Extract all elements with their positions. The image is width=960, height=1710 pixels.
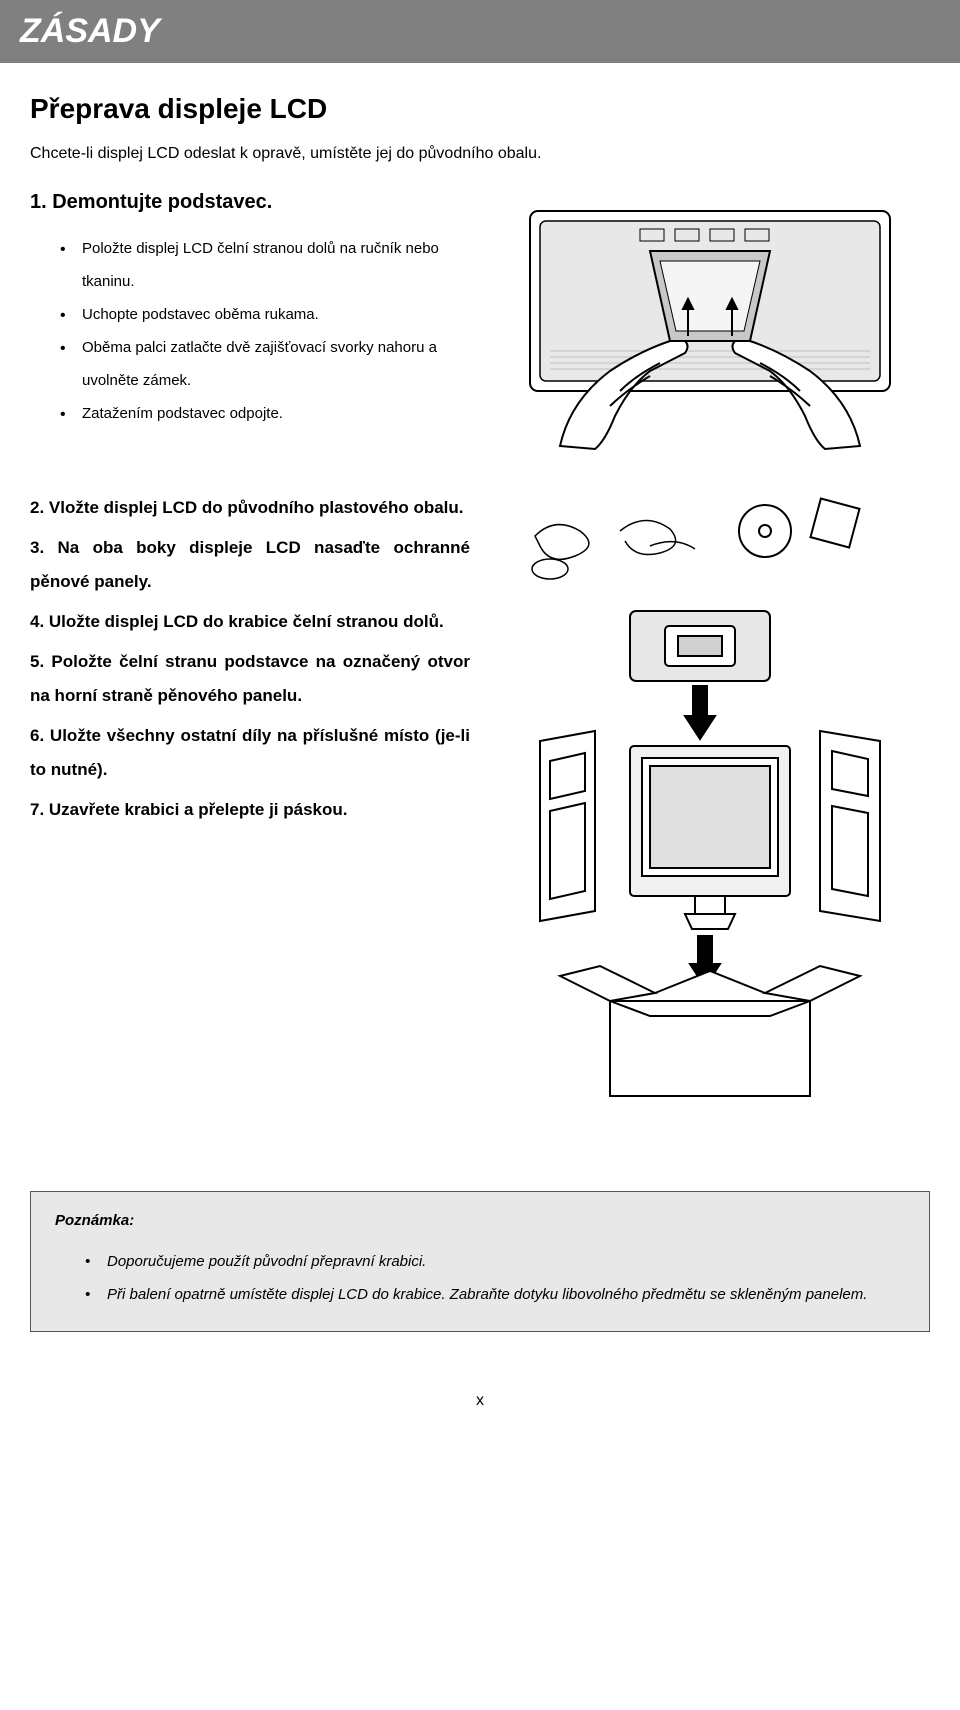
step-item: 2. Vložte displej LCD do původního plast… — [30, 491, 470, 525]
note-item: Při balení opatrně umístěte displej LCD … — [85, 1278, 905, 1311]
bullet-item: Zatažením podstavec odpojte. — [60, 397, 470, 430]
packing-diagram-icon — [500, 491, 920, 1111]
page-number: x — [0, 1362, 960, 1430]
steps-rest-section: 2. Vložte displej LCD do původního plast… — [30, 491, 930, 1111]
step-item: 4. Uložte displej LCD do krabice čelní s… — [30, 605, 470, 639]
intro-text: Chcete-li displej LCD odeslat k opravě, … — [30, 145, 930, 163]
header-title: ZÁSADY — [20, 12, 160, 50]
note-item: Doporučujeme použít původní přepravní kr… — [85, 1245, 905, 1278]
bullet-item: Položte displej LCD čelní stranou dolů n… — [60, 232, 470, 298]
subtitle: Přeprava displeje LCD — [30, 93, 930, 125]
bullet-item: Oběma palci zatlačte dvě zajišťovací svo… — [60, 331, 470, 397]
step-item: 5. Položte čelní stranu podstavce na ozn… — [30, 645, 470, 713]
step1-text: 1. Demontujte podstavec. Položte displej… — [30, 191, 470, 451]
content: Přeprava displeje LCD Chcete-li displej … — [0, 63, 960, 1161]
monitor-back-icon — [500, 191, 920, 451]
step-item: 7. Uzavřete krabici a přelepte ji páskou… — [30, 793, 470, 827]
step1-bullets: Položte displej LCD čelní stranou dolů n… — [30, 232, 470, 430]
step1-illustration — [490, 191, 930, 451]
step-item: 3. Na oba boky displeje LCD nasaďte ochr… — [30, 531, 470, 599]
header-band: ZÁSADY — [0, 0, 960, 63]
packing-illustration — [490, 491, 930, 1111]
steps-rest-text: 2. Vložte displej LCD do původního plast… — [30, 491, 470, 1111]
bullet-item: Uchopte podstavec oběma rukama. — [60, 298, 470, 331]
note-box: Poznámka: Doporučujeme použít původní př… — [30, 1191, 930, 1332]
step1-section: 1. Demontujte podstavec. Položte displej… — [30, 191, 930, 451]
step1-title: 1. Demontujte podstavec. — [30, 191, 470, 214]
note-title: Poznámka: — [55, 1212, 905, 1229]
step-item: 6. Uložte všechny ostatní díly na příslu… — [30, 719, 470, 787]
note-list: Doporučujeme použít původní přepravní kr… — [55, 1245, 905, 1311]
